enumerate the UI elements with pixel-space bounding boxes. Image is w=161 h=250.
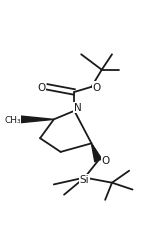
Text: Si: Si bbox=[80, 174, 89, 184]
Text: CH₃: CH₃ bbox=[4, 116, 21, 124]
Text: O: O bbox=[101, 156, 109, 166]
Text: O: O bbox=[38, 82, 46, 92]
Text: O: O bbox=[92, 82, 101, 92]
Polygon shape bbox=[91, 144, 102, 162]
Polygon shape bbox=[16, 116, 54, 124]
Text: N: N bbox=[74, 103, 82, 113]
